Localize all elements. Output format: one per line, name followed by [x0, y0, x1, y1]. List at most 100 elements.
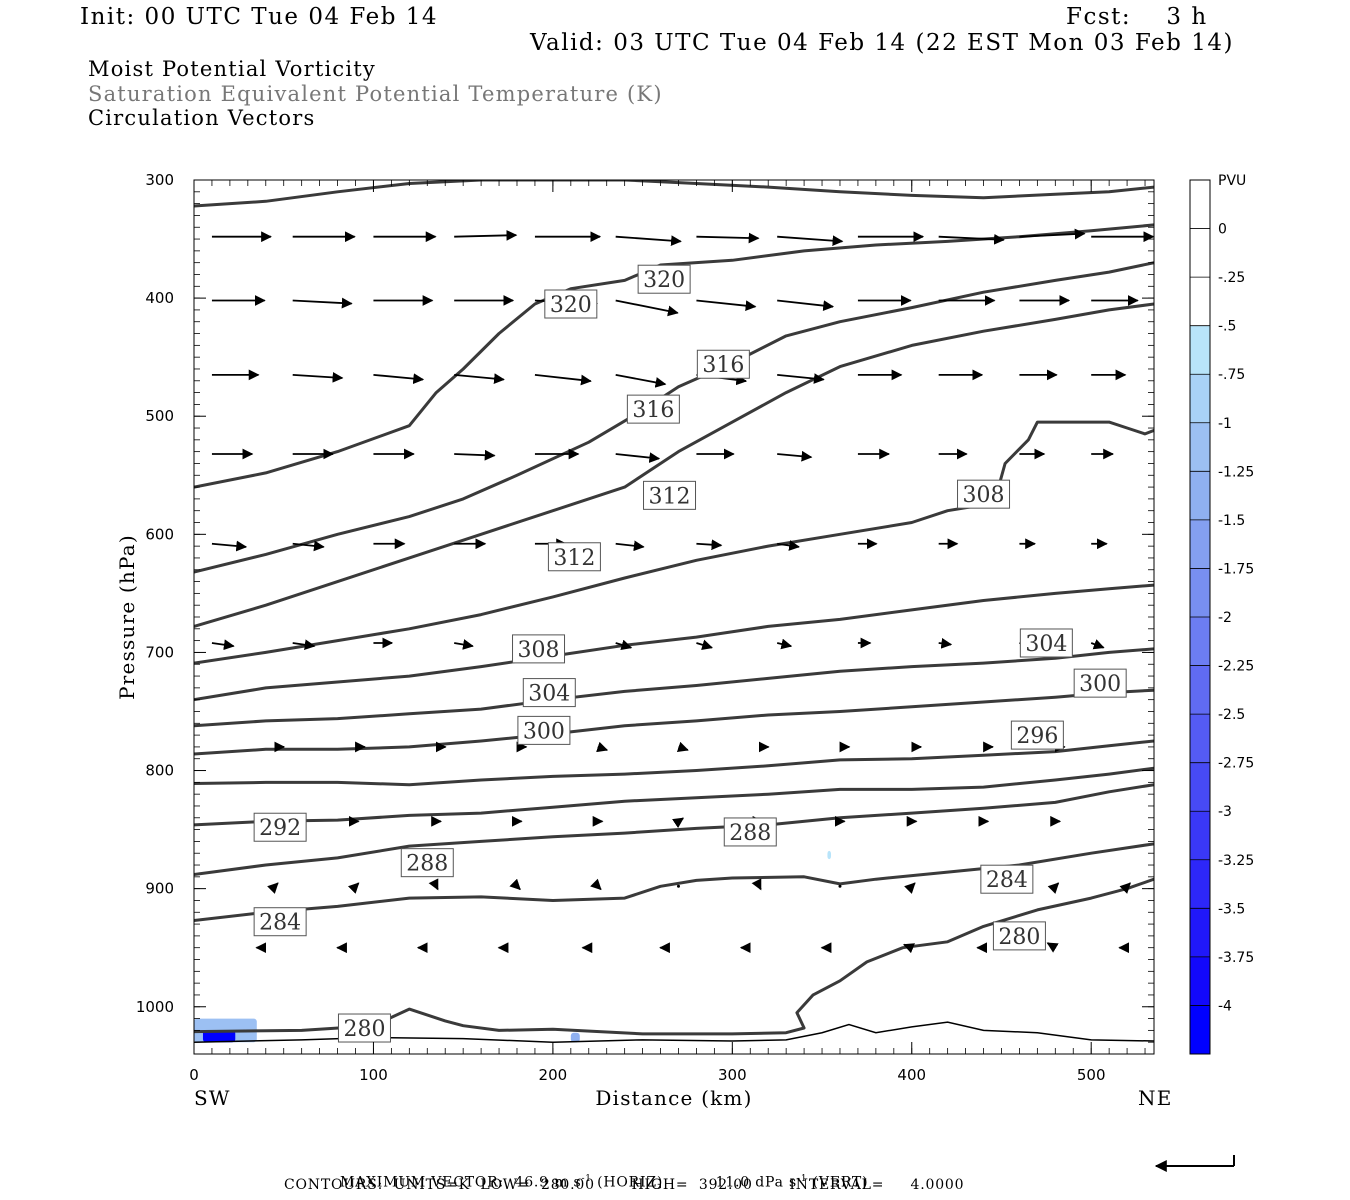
colorbar-label: 0 [1218, 222, 1227, 238]
contour-label: 280 [998, 925, 1040, 950]
contours-info: CONTOURS: UNITS=K LOW= 280.00 HIGH= 392.… [284, 1177, 965, 1193]
circulation-vector [938, 233, 1005, 245]
contour-label-box [637, 264, 691, 294]
colorbar-label: -2.75 [1218, 756, 1254, 772]
circulation-vector [696, 539, 723, 551]
colorbar-label: -.75 [1218, 367, 1245, 383]
circulation-vector [615, 639, 633, 651]
circulation-vector [347, 882, 360, 894]
circulation-vector [373, 373, 425, 384]
contour-label-box [626, 394, 680, 424]
colorbar-label: -2.5 [1218, 707, 1245, 723]
theta-es-contour-308 [194, 583, 1154, 702]
circulation-vector [454, 373, 505, 384]
colorbar-label: -.5 [1218, 319, 1236, 335]
theta-es-contour-288 [194, 783, 1154, 876]
circulation-vector [672, 817, 685, 829]
circulation-vector [904, 882, 916, 894]
contour-label-box [980, 864, 1034, 894]
circulation-vector [777, 373, 825, 384]
circulation-vector [211, 639, 235, 651]
contour-label: 300 [1079, 672, 1121, 697]
circulation-vector [1119, 882, 1131, 894]
contour-label-box [337, 1013, 391, 1043]
colorbar-swatch [1190, 665, 1210, 715]
colorbar-swatch [1190, 374, 1210, 424]
circulation-vector [1019, 228, 1086, 240]
colorbar-label: -3.25 [1218, 853, 1254, 869]
circulation-vector [596, 741, 609, 753]
colorbar-label: -4 [1218, 998, 1232, 1014]
theta-es-contour-320 [194, 261, 1154, 574]
contour-label: 316 [702, 353, 744, 378]
y-axis-title: Pressure (hPa) [115, 534, 139, 700]
theta-es-contour-280 [194, 877, 1154, 1036]
colorbar-label: -2.25 [1218, 659, 1254, 675]
circulation-vector [696, 232, 760, 244]
contour-label-box [957, 479, 1011, 509]
colorbar-swatch [1190, 1005, 1210, 1055]
contour-label-box [547, 542, 601, 572]
contour-label-box [517, 715, 571, 745]
circulation-vector [938, 637, 953, 649]
circulation-vector [696, 299, 757, 312]
contour-label-box [643, 480, 697, 510]
circulation-vector [267, 882, 279, 894]
x-tick-label: 300 [718, 1066, 747, 1084]
y-tick-label: 1000 [136, 998, 174, 1016]
circulation-vector [777, 299, 835, 311]
circulation-vector [903, 943, 916, 954]
y-tick-label: 700 [145, 643, 174, 661]
forecast-hour: Fcst: 3 h [1066, 4, 1208, 30]
max-horiz-unit: m s [554, 1174, 582, 1191]
max-vert-unit: dPa s [755, 1174, 797, 1191]
x-tick-label: 400 [897, 1066, 926, 1084]
colorbar-swatch [1190, 180, 1210, 230]
circulation-vector [454, 639, 474, 650]
exp-v: -1 [797, 1174, 808, 1184]
colorbar-swatch [1190, 859, 1210, 909]
theta-es-contour-300 [194, 688, 1154, 756]
colorbar-swatch [1190, 422, 1210, 472]
circulation-vector [292, 639, 316, 651]
colorbar-label: -3 [1218, 804, 1232, 820]
theta-es-contour-312 [194, 420, 1154, 665]
contour-label: 316 [632, 398, 674, 423]
colorbar-unit: PVU [1218, 173, 1246, 189]
contour-label-box [512, 634, 566, 664]
max-vert-value: 11.0 [715, 1174, 750, 1191]
x-tick-label: 500 [1077, 1066, 1106, 1084]
circulation-vector [696, 639, 713, 651]
circulation-vector [292, 297, 353, 309]
contour-label-box [696, 349, 750, 379]
x-tick-label: 200 [539, 1066, 568, 1084]
circulation-vector [1047, 882, 1060, 894]
max-horiz-tag: (HORIZ) [597, 1174, 664, 1191]
reference-vector-icon [1154, 1155, 1235, 1172]
x-tick-label: 100 [359, 1066, 388, 1084]
max-horiz-value: 46.9 [514, 1174, 549, 1191]
contour-label: 288 [406, 852, 448, 877]
colorbar-swatch [1190, 568, 1210, 618]
contour-label: 300 [523, 719, 565, 744]
theta-es-contour-328 [194, 223, 1154, 489]
pv-patch [570, 1032, 580, 1043]
colorbar-label: -1.75 [1218, 561, 1254, 577]
colorbar-swatch [1190, 714, 1210, 764]
circulation-vector [777, 450, 813, 462]
contour-label: 308 [963, 483, 1005, 508]
circulation-vector [211, 540, 248, 552]
circulation-vector [1090, 639, 1105, 650]
contour-label-box [1073, 668, 1127, 698]
contour-label: 304 [1025, 632, 1067, 657]
circulation-vector [292, 540, 325, 552]
circulation-vector [428, 878, 439, 891]
circulation-vector [590, 878, 602, 891]
contour-label: 284 [986, 868, 1028, 893]
contour-label: 320 [643, 268, 685, 293]
contour-label-box [544, 289, 598, 319]
colorbar-label: -.25 [1218, 270, 1245, 286]
ne-label: NE [1138, 1086, 1173, 1110]
contour-label-box [992, 921, 1046, 951]
contour-label-box [522, 678, 576, 708]
